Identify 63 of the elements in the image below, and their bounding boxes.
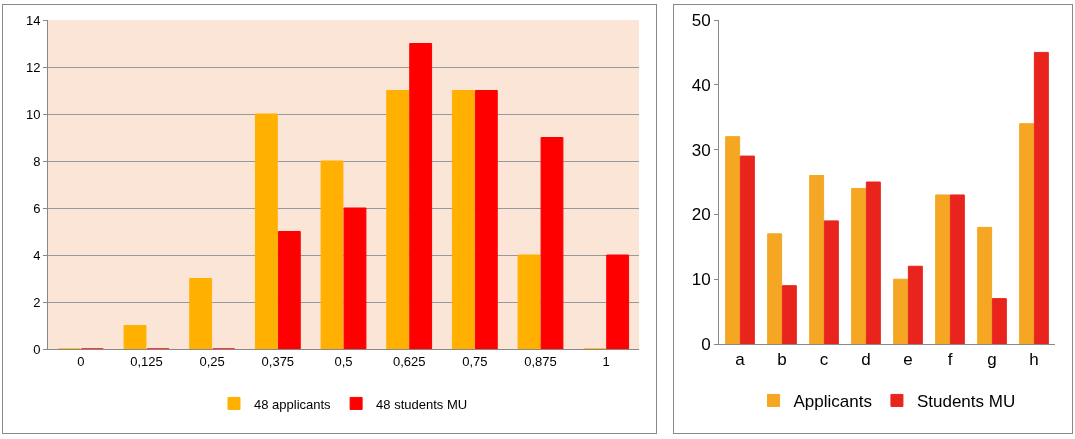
bar bbox=[1019, 123, 1035, 344]
legend-label: 48 students MU bbox=[376, 396, 468, 412]
y-tick-label: 20 bbox=[691, 205, 711, 225]
y-tick-label: 10 bbox=[691, 270, 711, 290]
bar bbox=[725, 136, 741, 344]
y-tick-label: 10 bbox=[25, 106, 41, 122]
bar bbox=[517, 254, 541, 349]
bar bbox=[739, 155, 755, 344]
y-tick-label: 2 bbox=[33, 294, 41, 310]
bar bbox=[409, 43, 433, 349]
legend-label: Applicants bbox=[793, 392, 872, 412]
bar bbox=[823, 220, 839, 344]
x-tick-label: f bbox=[947, 350, 953, 370]
bar bbox=[949, 194, 965, 344]
x-tick-label: 0,875 bbox=[524, 353, 557, 369]
bar bbox=[474, 90, 498, 349]
x-tick-label: d bbox=[861, 350, 871, 370]
bar bbox=[991, 298, 1007, 344]
x-tick-label: 0,25 bbox=[199, 353, 225, 369]
bar bbox=[189, 278, 213, 349]
bar bbox=[123, 325, 147, 349]
x-tick-label: 0,5 bbox=[334, 353, 353, 369]
x-tick-label: 1 bbox=[602, 353, 610, 369]
x-tick-label: 0,125 bbox=[130, 353, 163, 369]
x-tick-label: g bbox=[987, 350, 997, 370]
x-tick-label: a bbox=[735, 350, 746, 370]
bar bbox=[277, 231, 301, 349]
bar bbox=[851, 187, 867, 344]
y-tick-label: 0 bbox=[701, 334, 711, 354]
bar bbox=[767, 233, 783, 344]
bar bbox=[1033, 51, 1049, 344]
x-tick-label: h bbox=[1029, 350, 1039, 370]
legend-label: Students MU bbox=[916, 392, 1016, 412]
bar bbox=[451, 90, 475, 349]
bar bbox=[606, 254, 630, 349]
bar bbox=[254, 113, 278, 349]
x-tick-label: 0,75 bbox=[462, 353, 488, 369]
y-tick-label: 8 bbox=[33, 153, 41, 169]
bar bbox=[865, 181, 881, 344]
bar bbox=[907, 265, 923, 344]
x-tick-label: 0,625 bbox=[392, 353, 426, 369]
bar bbox=[320, 160, 344, 349]
y-tick-label: 14 bbox=[25, 12, 41, 28]
x-tick-label: 0 bbox=[77, 353, 85, 369]
x-tick-label: b bbox=[777, 350, 787, 370]
bar bbox=[935, 194, 951, 344]
y-tick-label: 12 bbox=[25, 59, 41, 75]
bar bbox=[781, 285, 797, 344]
bar bbox=[386, 90, 410, 349]
x-tick-label: e bbox=[903, 350, 913, 370]
y-tick-label: 30 bbox=[691, 140, 711, 160]
y-tick-label: 6 bbox=[33, 200, 41, 216]
x-tick-label: 0,375 bbox=[261, 353, 295, 369]
legend-label: 48 applicants bbox=[254, 396, 332, 412]
bar bbox=[343, 207, 367, 349]
bar bbox=[893, 278, 909, 344]
x-tick-label: c bbox=[819, 350, 829, 370]
bar bbox=[977, 226, 993, 344]
bar bbox=[540, 137, 564, 349]
bar bbox=[809, 175, 825, 344]
y-tick-label: 40 bbox=[691, 75, 711, 95]
y-tick-label: 4 bbox=[33, 247, 41, 263]
y-tick-label: 50 bbox=[691, 10, 711, 30]
